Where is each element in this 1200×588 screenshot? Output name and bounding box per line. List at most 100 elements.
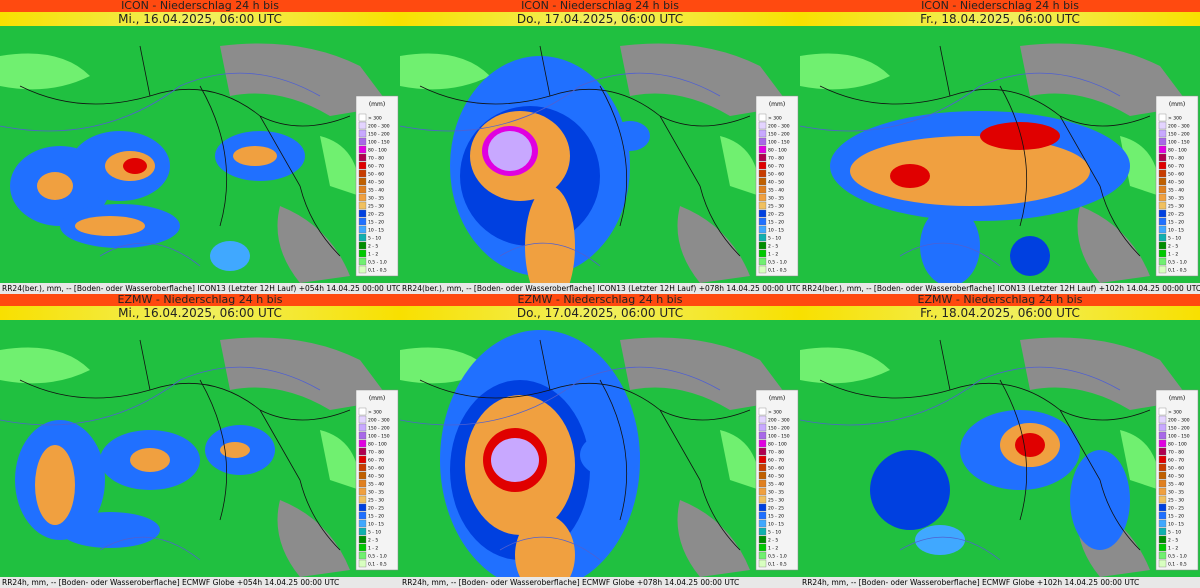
precip-area	[488, 131, 532, 171]
legend-swatch	[758, 209, 767, 218]
legend-swatch	[358, 495, 367, 504]
mountains	[1020, 337, 1190, 577]
legend-label: 150 - 200	[1168, 132, 1190, 138]
legend-swatch	[1158, 471, 1167, 480]
legend-swatch	[1158, 161, 1167, 170]
legend-label: 35 - 40	[768, 188, 784, 194]
map: (mm) > 300 200 - 300 150 - 200 100 - 150 80 -…	[800, 320, 1200, 577]
legend-label: 200 - 300	[768, 124, 790, 130]
legend-label: 2 - 5	[768, 244, 778, 250]
legend-label: 10 - 15	[368, 228, 384, 234]
panel-date: Mi., 16.04.2025, 06:00 UTC	[0, 12, 400, 26]
precip-area	[1010, 236, 1050, 276]
legend-label: 20 - 25	[368, 212, 384, 218]
legend-label: 2 - 5	[368, 538, 378, 544]
legend-swatch	[358, 265, 367, 274]
panel-footer: RR24h, mm, -- [Boden- oder Wasseroberfla…	[400, 577, 800, 588]
legend-swatch	[758, 113, 767, 122]
legend-unit: (mm)	[1169, 395, 1185, 402]
legend-label: 100 - 150	[768, 434, 790, 440]
legend-swatch	[358, 447, 367, 456]
legend-label: 25 - 30	[368, 498, 384, 504]
legend-swatch	[758, 439, 767, 448]
legend-label: 0,1 - 0,5	[768, 268, 787, 274]
legend-swatch	[1158, 217, 1167, 226]
mountains	[220, 337, 390, 577]
legend-swatch	[758, 543, 767, 552]
precip-area	[1015, 433, 1045, 457]
legend-swatch	[1158, 177, 1167, 186]
legend-swatch	[1158, 185, 1167, 194]
legend-label: 20 - 25	[768, 506, 784, 512]
legend-label: 5 - 10	[1168, 530, 1181, 536]
legend-swatch	[1158, 463, 1167, 472]
legend-label: 40 - 50	[368, 474, 384, 480]
legend-label: 5 - 10	[368, 236, 381, 242]
legend-swatch	[758, 193, 767, 202]
mountains	[220, 43, 390, 283]
legend-swatch	[1158, 129, 1167, 138]
border	[419, 45, 751, 257]
legend-label: 200 - 300	[368, 124, 390, 130]
map-panel: ICON - Niederschlag 24 h bis Fr., 18.04.2…	[800, 0, 1200, 294]
legend-label: 15 - 20	[1168, 514, 1184, 520]
legend-label: 70 - 80	[368, 156, 384, 162]
panel-title: ICON - Niederschlag 24 h bis	[0, 0, 400, 12]
precip-area	[75, 216, 145, 236]
legend-label: 35 - 40	[768, 482, 784, 488]
legend-swatch	[758, 407, 767, 416]
panel-date: Fr., 18.04.2025, 06:00 UTC	[800, 12, 1200, 26]
legend-swatch	[358, 503, 367, 512]
legend-label: 30 - 35	[1168, 196, 1184, 202]
legend-swatch	[758, 121, 767, 130]
panel-title: ICON - Niederschlag 24 h bis	[400, 0, 800, 12]
legend-swatch	[358, 185, 367, 194]
panel-footer: RR24(ber.), mm, -- [Boden- oder Wasserob…	[0, 283, 400, 294]
legend-label: 30 - 35	[1168, 490, 1184, 496]
map-panel: EZMW - Niederschlag 24 h bis Mi., 16.04.2…	[0, 294, 400, 588]
legend-label: 2 - 5	[1168, 538, 1178, 544]
legend-swatch	[358, 177, 367, 186]
panel-title: EZMW - Niederschlag 24 h bis	[400, 294, 800, 306]
legend-label: 1 - 2	[368, 546, 378, 552]
legend-swatch	[1158, 265, 1167, 274]
border	[819, 45, 1151, 257]
legend-label: 70 - 80	[768, 450, 784, 456]
legend-swatch	[1158, 559, 1167, 568]
river	[800, 366, 1121, 561]
legend-label: 10 - 15	[768, 228, 784, 234]
legend-swatch	[1158, 423, 1167, 432]
legend-label: 0,5 - 1,0	[768, 554, 787, 560]
legend-label: 5 - 10	[368, 530, 381, 536]
legend-swatch	[758, 487, 767, 496]
legend-swatch	[1158, 415, 1167, 424]
legend-swatch	[358, 431, 367, 440]
legend-label: 40 - 50	[1168, 180, 1184, 186]
legend-label: 50 - 60	[768, 172, 784, 178]
map: (mm) > 300 200 - 300 150 - 200 100 - 150 80 -…	[400, 320, 800, 577]
legend-label: 30 - 35	[368, 490, 384, 496]
panel-date: Mi., 16.04.2025, 06:00 UTC	[0, 306, 400, 320]
legend-swatch	[1158, 503, 1167, 512]
legend-label: 150 - 200	[768, 132, 790, 138]
legend-label: 70 - 80	[368, 450, 384, 456]
legend-unit: (mm)	[369, 395, 385, 402]
legend-swatch	[758, 495, 767, 504]
panel-date: Do., 17.04.2025, 06:00 UTC	[400, 306, 800, 320]
legend-label: 100 - 150	[1168, 140, 1190, 146]
legend-swatch	[758, 161, 767, 170]
legend-label: 0,5 - 1,0	[368, 260, 387, 266]
legend-swatch	[358, 113, 367, 122]
panel-title: EZMW - Niederschlag 24 h bis	[800, 294, 1200, 306]
legend-swatch	[758, 527, 767, 536]
legend-label: 35 - 40	[368, 482, 384, 488]
legend-swatch	[1158, 431, 1167, 440]
legend-swatch	[358, 543, 367, 552]
panel-date: Do., 17.04.2025, 06:00 UTC	[400, 12, 800, 26]
legend-swatch	[758, 415, 767, 424]
legend-label: 80 - 100	[1168, 148, 1187, 154]
legend-label: 10 - 15	[1168, 228, 1184, 234]
legend-swatch	[358, 471, 367, 480]
legend-swatch	[358, 559, 367, 568]
legend-swatch	[358, 209, 367, 218]
